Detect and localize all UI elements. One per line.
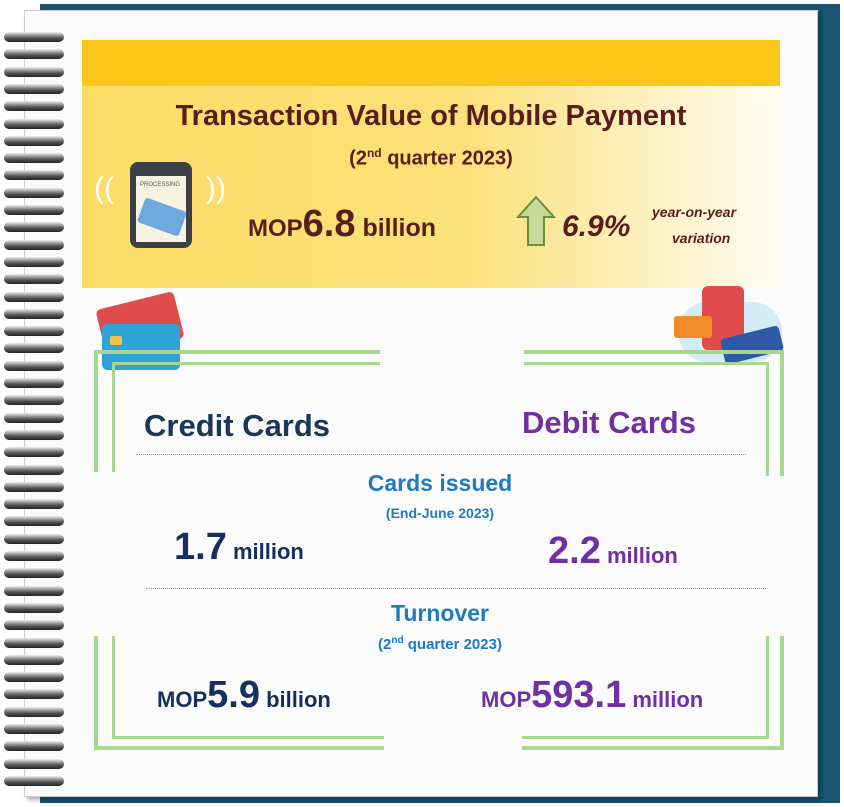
spiral-ring xyxy=(4,689,64,700)
turnover-period: (2nd quarter 2023) xyxy=(240,635,640,653)
spiral-ring xyxy=(4,516,64,527)
turnover-period-post: quarter 2023) xyxy=(403,636,502,653)
spiral-ring xyxy=(4,291,64,302)
spiral-ring xyxy=(4,118,64,129)
spiral-ring xyxy=(4,464,64,475)
spiral-ring xyxy=(4,256,64,267)
spiral-ring xyxy=(4,533,64,544)
period-post: quarter 2023) xyxy=(381,147,513,170)
debit-payment-icon xyxy=(668,272,788,372)
period-pre: (2 xyxy=(349,147,367,170)
period-label: (2nd quarter 2023) xyxy=(82,146,780,171)
divider xyxy=(146,588,766,589)
debit-turnover-value: 593.1 xyxy=(531,674,627,716)
credit-turnover-value: 5.9 xyxy=(207,674,260,716)
debit-cards-issued: 2.2 million xyxy=(548,530,678,573)
spiral-ring xyxy=(4,49,64,60)
spiral-ring xyxy=(4,499,64,510)
spiral-ring xyxy=(4,308,64,319)
header-band xyxy=(82,40,780,86)
spiral-ring xyxy=(4,32,64,42)
turnover-period-sup: nd xyxy=(391,635,404,646)
spiral-ring xyxy=(4,672,64,683)
spiral-ring xyxy=(4,378,64,388)
yoy-label-2: variation xyxy=(672,230,731,246)
currency-prefix: MOP xyxy=(248,215,303,242)
debit-issued-value: 2.2 xyxy=(548,530,601,572)
mobile-payment-value: MOP6.8 billion xyxy=(248,203,436,246)
spiral-ring xyxy=(4,222,64,233)
cards-issued-label: Cards issued xyxy=(367,470,513,496)
turnover-label: Turnover xyxy=(391,600,489,626)
phone-screen-text: PROCESSING xyxy=(140,182,181,188)
spiral-ring xyxy=(4,585,64,596)
spiral-ring xyxy=(4,274,64,285)
credit-issued-unit: million xyxy=(226,539,304,564)
credit-cards-issued: 1.7 million xyxy=(174,526,304,569)
spiral-ring xyxy=(4,551,64,561)
spiral-ring xyxy=(4,568,64,579)
spiral-ring xyxy=(4,135,64,146)
spiral-ring xyxy=(4,83,64,94)
debit-cards-title: Debit Cards xyxy=(522,405,696,440)
spiral-ring xyxy=(4,429,64,440)
spiral-ring xyxy=(4,620,64,631)
spiral-ring xyxy=(4,741,64,752)
spiral-ring xyxy=(4,170,64,181)
spiral-ring xyxy=(4,205,64,215)
spiral-ring xyxy=(4,66,64,77)
debit-turnover: MOP593.1 million xyxy=(481,674,703,717)
page-title: Transaction Value of Mobile Payment xyxy=(175,100,687,132)
mobile-payment-panel xyxy=(82,86,780,288)
credit-issued-value: 1.7 xyxy=(174,526,227,568)
credit-turnover-prefix: MOP xyxy=(157,687,208,712)
cards-issued-date: (End-June 2023) xyxy=(385,505,495,521)
spiral-ring xyxy=(4,758,64,769)
spiral-ring xyxy=(4,602,64,613)
yoy-change: 6.9% xyxy=(562,210,631,243)
spiral-ring xyxy=(4,724,64,734)
turnover-period-pre: (2 xyxy=(378,636,392,653)
spiral-ring xyxy=(4,447,64,458)
spiral-ring xyxy=(4,360,64,371)
arrow-up-icon xyxy=(516,195,556,246)
spiral-ring xyxy=(4,412,64,423)
spiral-binding xyxy=(0,0,70,807)
spiral-ring xyxy=(4,326,64,337)
spiral-ring xyxy=(4,775,64,786)
value-number: 6.8 xyxy=(302,203,356,245)
period-sup: nd xyxy=(366,146,382,160)
spiral-ring xyxy=(4,637,64,648)
value-unit: billion xyxy=(355,214,437,242)
spiral-ring xyxy=(4,654,64,665)
debit-turnover-prefix: MOP xyxy=(481,687,532,712)
credit-turnover: MOP5.9 billion xyxy=(157,674,331,717)
spiral-ring xyxy=(4,187,64,198)
yoy-label-1: year-on-year xyxy=(652,204,737,220)
spiral-ring xyxy=(4,153,64,164)
spiral-ring xyxy=(4,481,64,492)
debit-turnover-unit: million xyxy=(626,687,704,712)
phone-payment-icon: PROCESSING (( )) xyxy=(94,162,226,248)
debit-issued-unit: million xyxy=(600,543,678,568)
divider xyxy=(136,454,746,455)
spiral-ring xyxy=(4,706,64,717)
spiral-ring xyxy=(4,343,64,354)
spiral-ring xyxy=(4,101,64,112)
credit-turnover-unit: billion xyxy=(259,687,331,712)
credit-cards-title: Credit Cards xyxy=(144,408,331,443)
spiral-ring xyxy=(4,395,64,406)
spiral-ring xyxy=(4,239,64,250)
